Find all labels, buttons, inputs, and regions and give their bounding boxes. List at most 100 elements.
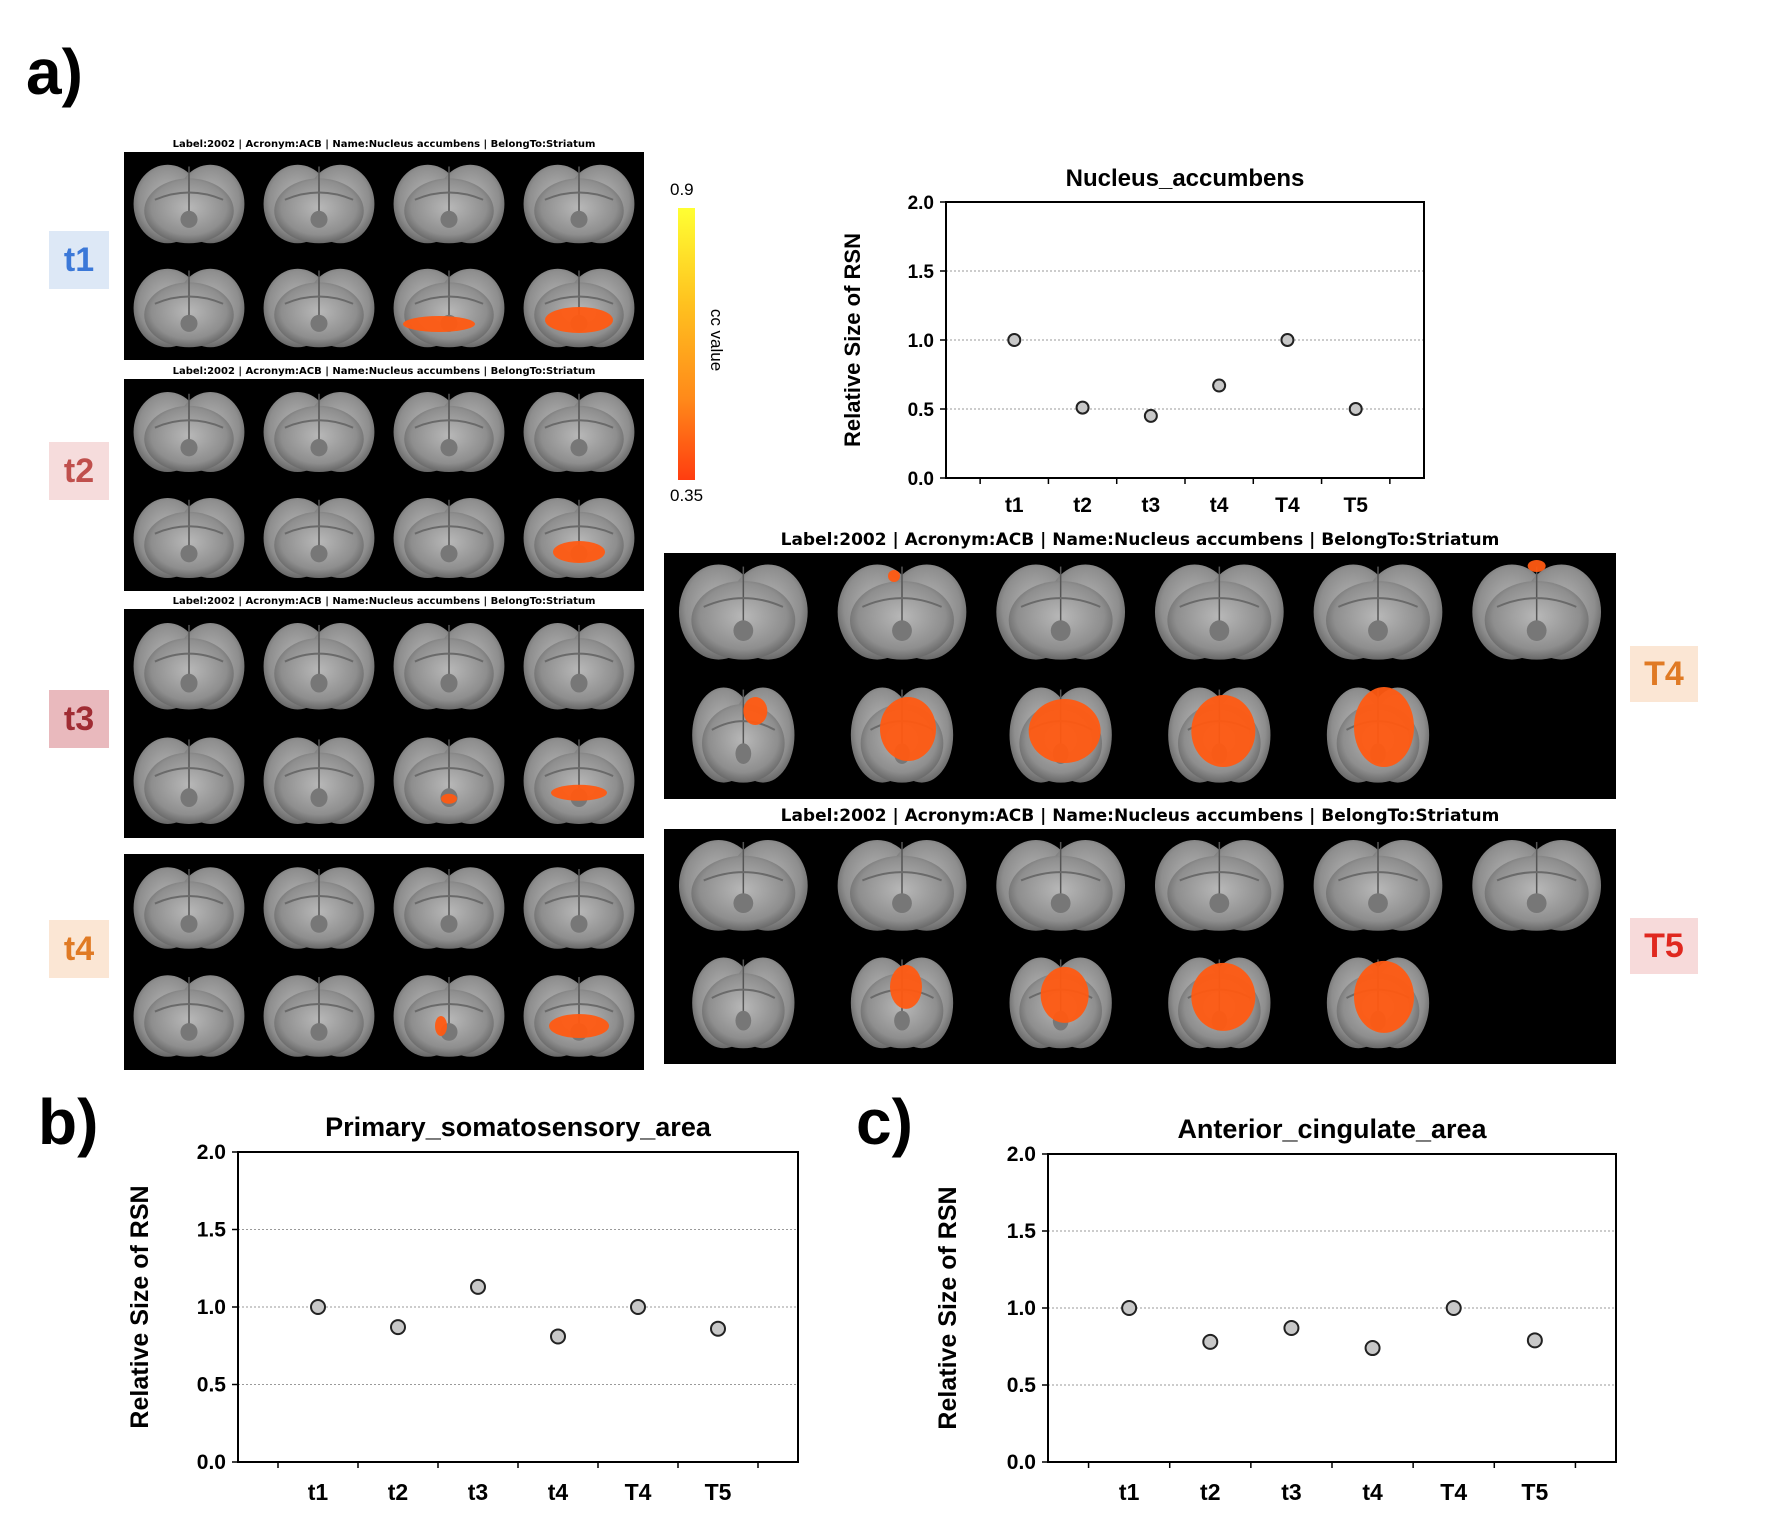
x-tick-label: T4 — [625, 1479, 652, 1505]
panel-label-b: b) — [38, 1086, 99, 1158]
y-tick-label: 1.0 — [1007, 1297, 1036, 1320]
chart-title: Nucleus_accumbens — [1066, 165, 1305, 192]
activation-blob — [1191, 962, 1256, 1031]
brain-slice — [1313, 839, 1443, 931]
activation-blob — [1354, 687, 1414, 768]
data-point-t1 — [310, 1299, 326, 1315]
y-tick-label: 2.0 — [908, 193, 934, 214]
activation-blob — [435, 1016, 447, 1036]
brain-slice — [1313, 564, 1443, 660]
brain-slice — [133, 623, 245, 710]
activation-blob — [890, 964, 922, 1009]
activation-blob — [553, 541, 605, 563]
y-axis-label: Relative Size of RSN — [840, 233, 865, 447]
brain-slice — [133, 867, 245, 949]
brain-slice — [263, 975, 375, 1057]
data-point-T5 — [1348, 402, 1363, 416]
y-tick-label: 1.0 — [197, 1296, 226, 1319]
activation-blob — [551, 784, 607, 801]
brain-slice — [393, 392, 505, 472]
chart-nucleus-accumbens: Nucleus_accumbens 0.0 0.5 1.0 1.5 2.0 t1 t2 t3 t4… — [830, 160, 1430, 520]
activation-blob — [545, 307, 613, 333]
x-tick-label: T5 — [705, 1479, 732, 1505]
data-point-t1 — [1121, 1300, 1138, 1316]
panel-label-c: c) — [856, 1086, 913, 1158]
brain-slice — [263, 498, 375, 578]
activation-blob — [743, 697, 768, 726]
brain-slice — [678, 839, 808, 931]
chart-title: Primary_somatosensory_area — [325, 1112, 712, 1142]
timepoint-tag-T4: T4 — [1630, 646, 1698, 702]
activation-blob — [403, 316, 475, 332]
x-tick-label: t2 — [388, 1479, 408, 1505]
y-tick-label: 0.5 — [1007, 1374, 1037, 1397]
brain-caption-t2: Label:2002 | Acronym:ACB | Name:Nucleus … — [172, 366, 596, 377]
brain-slice — [263, 623, 375, 710]
data-point-T5 — [710, 1320, 726, 1337]
data-point-t4 — [550, 1328, 566, 1345]
brain-slice — [692, 687, 795, 783]
y-tick-label: 2.0 — [197, 1141, 226, 1164]
brain-slice — [393, 975, 505, 1057]
y-tick-label: 2.0 — [1007, 1143, 1036, 1166]
activation-blob — [1527, 560, 1546, 573]
brain-slice — [678, 564, 808, 660]
y-axis-label: Relative Size of RSN — [126, 1185, 154, 1428]
timepoint-tag-t1: t1 — [49, 231, 109, 289]
brain-panel-T5 — [664, 829, 1616, 1064]
x-tick-label: t2 — [1073, 494, 1092, 517]
brain-slice — [133, 164, 245, 244]
y-axis-label: Relative Size of RSN — [934, 1186, 962, 1429]
x-tick-label: t1 — [1005, 494, 1024, 517]
x-tick-label: t4 — [1362, 1479, 1383, 1505]
brain-slice — [1472, 564, 1602, 660]
brain-slice — [523, 498, 635, 578]
chart-primary-somatosensory: Primary_somatosensory_area 0.0 0.5 1.0 1.5 2.… — [118, 1100, 808, 1510]
data-point-T4 — [630, 1299, 646, 1315]
x-tick-label: t3 — [1142, 494, 1161, 517]
brain-slice — [263, 867, 375, 949]
y-tick-label: 1.5 — [908, 262, 935, 283]
brain-slice — [1472, 839, 1602, 931]
timepoint-tag-T5: T5 — [1630, 918, 1698, 974]
brain-panel-t3 — [124, 609, 644, 838]
activation-blob — [1354, 960, 1414, 1033]
data-point-t3 — [470, 1278, 486, 1295]
colorbar-max-label: 0.9 — [670, 180, 694, 199]
brain-slice — [133, 498, 245, 578]
y-tick-label: 0.0 — [908, 469, 934, 490]
data-point-t2 — [1202, 1333, 1219, 1350]
data-point-t4 — [1364, 1340, 1381, 1357]
timepoint-tag-t2: t2 — [49, 442, 109, 500]
y-tick-label: 0.5 — [908, 400, 935, 421]
data-point-t1 — [1007, 333, 1022, 347]
activation-blob — [549, 1014, 609, 1038]
x-tick-label: T5 — [1343, 494, 1368, 517]
brain-slice — [393, 623, 505, 710]
activation-blob — [441, 793, 457, 804]
x-tick-label: t4 — [1210, 494, 1229, 517]
x-tick-label: t3 — [468, 1479, 488, 1505]
activation-blob — [888, 570, 900, 583]
brain-slice — [263, 392, 375, 472]
brain-slice — [133, 392, 245, 472]
activation-blob — [1191, 695, 1256, 768]
brain-panel-T4 — [664, 553, 1616, 799]
brain-slice — [133, 975, 245, 1057]
colorbar-axis-label: cc value — [707, 308, 726, 372]
x-tick-label: T4 — [1440, 1479, 1467, 1505]
data-point-t3 — [1283, 1320, 1300, 1337]
data-point-t4 — [1212, 378, 1227, 393]
activation-blob — [1028, 699, 1101, 764]
brain-slice — [263, 737, 375, 824]
brain-slice — [1154, 564, 1284, 660]
activation-blob — [1040, 966, 1089, 1023]
y-tick-label: 0.0 — [197, 1451, 226, 1474]
brain-slice — [996, 839, 1126, 931]
x-tick-label: t1 — [1119, 1479, 1140, 1505]
timepoint-tag-t4: t4 — [49, 920, 109, 978]
x-tick-label: t2 — [1200, 1479, 1220, 1505]
brain-caption-t3: Label:2002 | Acronym:ACB | Name:Nucleus … — [172, 596, 596, 607]
brain-slice — [133, 737, 245, 824]
y-tick-label: 1.5 — [197, 1219, 227, 1242]
